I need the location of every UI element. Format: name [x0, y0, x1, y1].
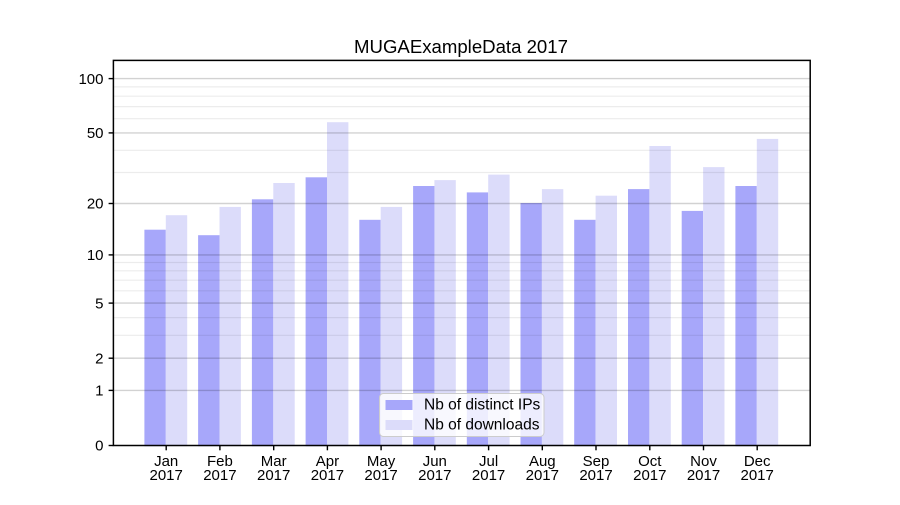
svg-text:2017: 2017: [150, 467, 183, 484]
svg-text:2017: 2017: [741, 467, 774, 484]
svg-text:Nb of distinct IPs: Nb of distinct IPs: [424, 397, 541, 414]
svg-text:2017: 2017: [526, 467, 559, 484]
svg-text:2017: 2017: [418, 467, 451, 484]
svg-text:2017: 2017: [633, 467, 666, 484]
svg-text:0: 0: [95, 438, 103, 455]
svg-text:Jul: Jul: [479, 453, 498, 470]
svg-text:1: 1: [95, 383, 103, 400]
svg-text:Jun: Jun: [423, 453, 447, 470]
svg-text:2017: 2017: [311, 467, 344, 484]
svg-text:Oct: Oct: [638, 453, 662, 470]
svg-text:Jan: Jan: [154, 453, 178, 470]
svg-text:Dec: Dec: [744, 453, 771, 470]
svg-text:Feb: Feb: [207, 453, 233, 470]
svg-text:Mar: Mar: [261, 453, 287, 470]
svg-text:Nov: Nov: [690, 453, 717, 470]
svg-text:Aug: Aug: [529, 453, 556, 470]
svg-text:50: 50: [87, 125, 104, 142]
svg-text:2017: 2017: [687, 467, 720, 484]
svg-text:20: 20: [87, 196, 104, 213]
svg-text:100: 100: [78, 71, 103, 88]
svg-text:5: 5: [95, 295, 103, 312]
svg-text:Apr: Apr: [316, 453, 339, 470]
svg-text:2017: 2017: [579, 467, 612, 484]
svg-text:10: 10: [87, 247, 104, 264]
svg-text:May: May: [367, 453, 396, 470]
svg-text:Sep: Sep: [583, 453, 610, 470]
svg-text:2: 2: [95, 350, 103, 367]
svg-text:2017: 2017: [203, 467, 236, 484]
svg-text:2017: 2017: [472, 467, 505, 484]
svg-text:Nb of downloads: Nb of downloads: [424, 417, 540, 434]
svg-text:2017: 2017: [364, 467, 397, 484]
svg-text:MUGAExampleData 2017: MUGAExampleData 2017: [354, 36, 568, 57]
svg-text:2017: 2017: [257, 467, 290, 484]
